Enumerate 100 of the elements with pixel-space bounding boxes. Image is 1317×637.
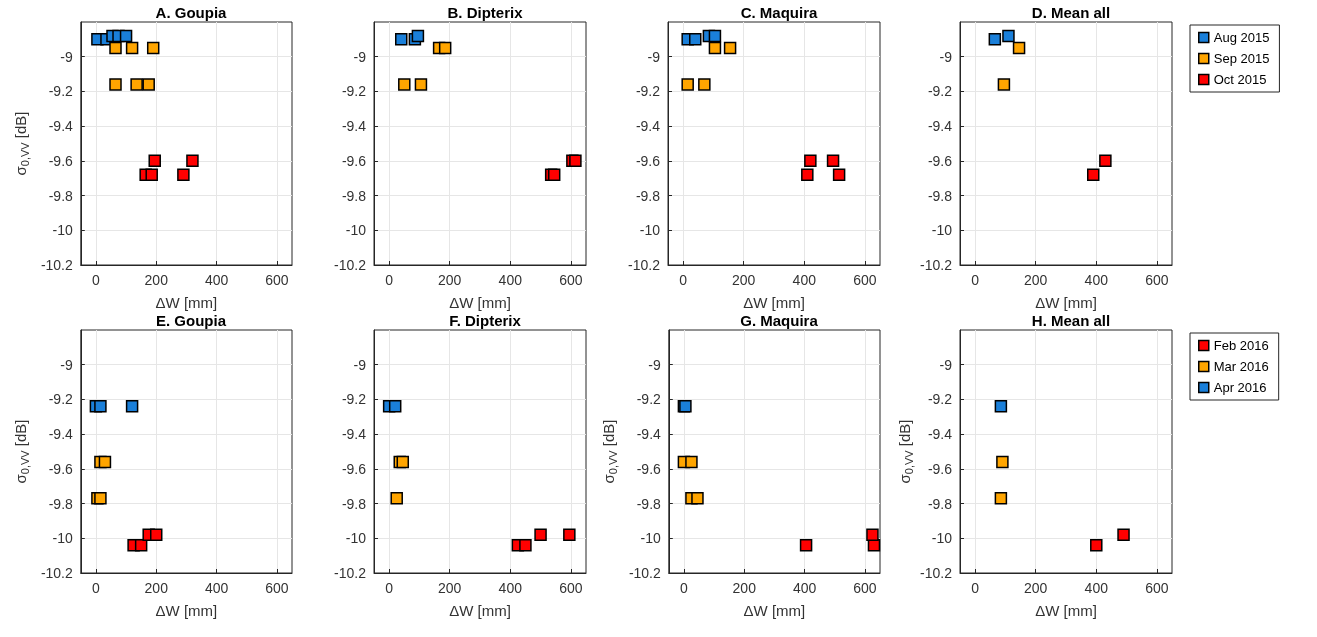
y-tick-label: -10	[931, 222, 953, 239]
x-axis-title: ΔW [mm]	[1035, 602, 1097, 619]
y-tick-label: -9.8	[635, 187, 661, 204]
x-tick-label: 0	[971, 580, 980, 596]
x-tick-label: 0	[92, 272, 100, 288]
y-tick-label: -9.2	[341, 83, 367, 100]
x-tick-label: 0	[679, 272, 688, 288]
x-axis-title: ΔW [mm]	[449, 294, 511, 311]
y-tick-label: -9.8	[927, 187, 953, 204]
y-tick-label: -9.6	[341, 152, 367, 169]
x-tick-label: 400	[792, 272, 817, 288]
y-tick-label: -9	[60, 356, 74, 373]
y-axis-title: σ0,VV [dB]	[12, 111, 31, 176]
x-axis-title: ΔW [mm]	[743, 602, 806, 619]
x-tick-label: 200	[438, 272, 462, 288]
y-tick-label: -10	[640, 530, 662, 547]
y-tick-label: -9.2	[927, 391, 953, 408]
x-tick-label: 400	[792, 580, 817, 596]
y-tick-label: -10.2	[628, 257, 661, 273]
x-tick-label: 0	[92, 580, 100, 596]
y-tick-label: -9.6	[341, 460, 367, 477]
y-tick-label: -9.4	[927, 118, 953, 135]
chart-title: F. Dipterix	[449, 312, 522, 329]
x-tick-label: 200	[732, 580, 757, 596]
y-tick-label: -9	[939, 48, 953, 65]
x-tick-label: 0	[971, 272, 980, 288]
y-tick-label: -9	[647, 48, 661, 65]
x-tick-label: 600	[265, 580, 289, 596]
chart-title: A. Goupia	[155, 4, 228, 21]
x-tick-label: 600	[559, 272, 583, 288]
y-tick-label: -9.6	[48, 460, 74, 477]
x-tick-label: 600	[853, 272, 877, 288]
y-tick-label: -10	[345, 530, 367, 547]
legend-label: Oct 2015	[1213, 72, 1267, 87]
y-tick-label: -9.4	[48, 426, 74, 443]
x-tick-label: 0	[385, 272, 394, 288]
y-tick-label: -10	[52, 222, 74, 239]
x-tick-label: 200	[732, 272, 756, 288]
y-tick-label: -9.6	[635, 152, 661, 169]
y-tick-label: -9.6	[48, 152, 74, 169]
y-tick-label: -9	[648, 356, 662, 373]
chart-title: B. Dipterix	[447, 4, 524, 21]
chart-title: H. Mean all	[1031, 312, 1111, 329]
chart-title: E. Goupia	[155, 312, 227, 329]
y-tick-label: -9	[939, 356, 953, 373]
y-tick-label: -10.2	[628, 565, 662, 581]
y-tick-label: -9	[353, 356, 367, 373]
y-tick-label: -9	[60, 48, 74, 65]
y-tick-label: -9.2	[341, 391, 367, 408]
y-tick-label: -9.4	[48, 118, 74, 135]
y-tick-label: -9.4	[927, 426, 953, 443]
x-tick-label: 400	[1084, 272, 1109, 288]
x-tick-label: 400	[498, 272, 523, 288]
y-axis-title: σ0,VV [dB]	[600, 419, 619, 484]
y-tick-label: -9.8	[927, 495, 953, 512]
y-axis-title: σ0,VV [dB]	[12, 419, 31, 484]
x-tick-label: 200	[144, 272, 169, 288]
x-tick-label: 200	[144, 580, 169, 596]
x-tick-label: 600	[265, 272, 289, 288]
y-tick-label: -9.4	[636, 426, 662, 443]
y-tick-label: -9.8	[636, 495, 662, 512]
y-tick-label: -10.2	[334, 565, 367, 581]
x-axis-title: ΔW [mm]	[449, 602, 511, 619]
x-tick-label: 400	[1084, 580, 1109, 596]
y-tick-label: -9.8	[341, 187, 367, 204]
y-tick-label: -9.2	[48, 83, 74, 100]
y-tick-label: -10	[345, 222, 367, 239]
legend-label: Mar 2016	[1213, 359, 1269, 374]
y-tick-label: -9.2	[636, 391, 662, 408]
x-axis-title: ΔW [mm]	[1035, 294, 1097, 311]
x-tick-label: 200	[438, 580, 462, 596]
y-tick-label: -9.2	[927, 83, 953, 100]
x-tick-label: 200	[1024, 580, 1048, 596]
y-tick-label: -9.4	[635, 118, 661, 135]
chart-title: D. Mean all	[1031, 4, 1111, 21]
y-tick-label: -9.2	[635, 83, 661, 100]
x-tick-label: 600	[853, 580, 877, 596]
legend-label: Sep 2015	[1213, 51, 1270, 66]
y-tick-label: -10.2	[920, 257, 953, 273]
x-tick-label: 600	[559, 580, 583, 596]
legend-label: Feb 2016	[1213, 338, 1269, 353]
x-tick-label: 600	[1145, 272, 1169, 288]
x-tick-label: 600	[1145, 580, 1169, 596]
y-tick-label: -10	[52, 530, 74, 547]
x-tick-label: 0	[680, 580, 688, 596]
y-tick-label: -9.6	[927, 460, 953, 477]
y-tick-label: -10.2	[334, 257, 367, 273]
y-tick-label: -9	[353, 48, 367, 65]
y-tick-label: -10.2	[40, 257, 74, 273]
y-tick-label: -10.2	[40, 565, 74, 581]
x-axis-title: ΔW [mm]	[743, 294, 805, 311]
x-tick-label: 200	[1024, 272, 1048, 288]
y-tick-label: -9.4	[341, 118, 367, 135]
y-tick-label: -10	[931, 530, 953, 547]
x-tick-label: 400	[204, 580, 229, 596]
y-tick-label: -9.8	[48, 495, 74, 512]
y-tick-label: -10	[639, 222, 661, 239]
x-axis-title: ΔW [mm]	[155, 602, 218, 619]
x-tick-label: 0	[385, 580, 394, 596]
chart-title: G. Maquira	[740, 312, 819, 329]
